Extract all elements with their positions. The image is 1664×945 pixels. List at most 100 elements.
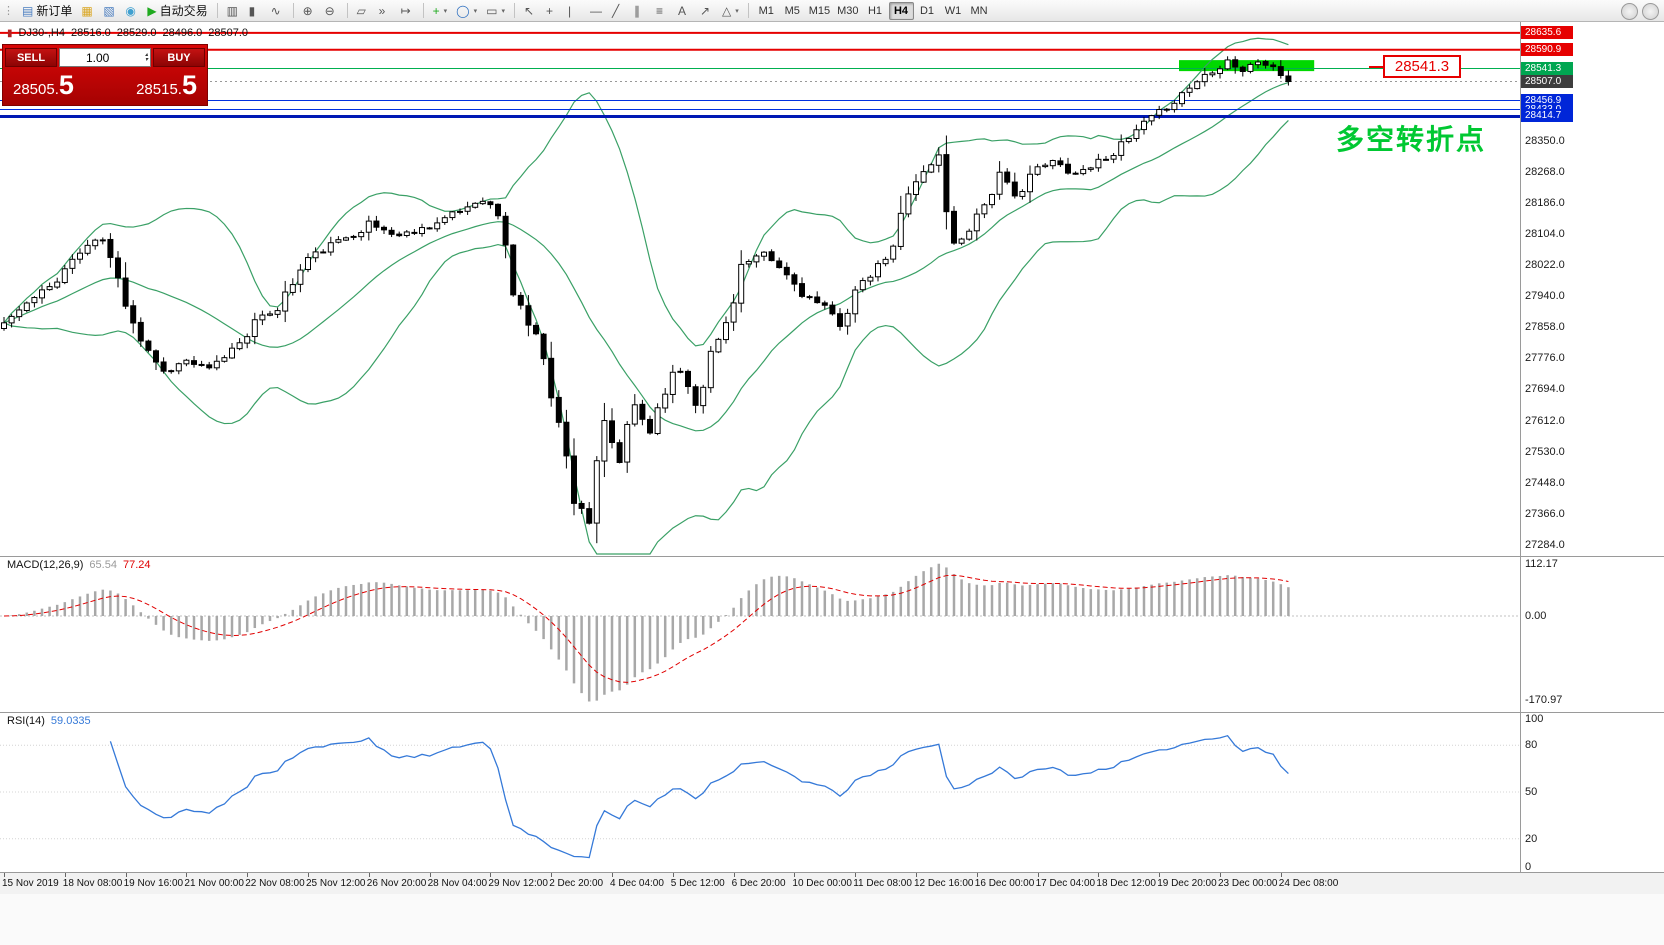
price-tick-label: 28022.0 [1525, 259, 1565, 272]
time-label: 11 Dec 08:00 [853, 878, 912, 889]
time-label: 18 Dec 12:00 [1096, 878, 1156, 889]
time-tick [976, 873, 978, 877]
shapes-button[interactable]: △ ▾ [718, 1, 743, 20]
price-tick-label: 28104.0 [1525, 228, 1565, 241]
price-tag: 28414.7 [1521, 109, 1573, 123]
bar-chart-button[interactable]: ▥ [223, 1, 244, 20]
timeframe-w1[interactable]: W1 [941, 2, 966, 20]
autotrade-button[interactable]: ▶ 自动交易 [143, 1, 211, 20]
macd-indicator-chart[interactable] [0, 556, 1520, 712]
chart-symbol-icon: ▮ [7, 27, 13, 39]
profiles-button[interactable]: ▧ [99, 1, 120, 20]
price-tick-label: 27940.0 [1525, 290, 1565, 303]
alerts-button[interactable]: ▭ ▾ [482, 1, 509, 20]
volume-up-icon[interactable]: ▴ [144, 51, 148, 58]
zoom-in-icon: ⊕ [302, 3, 313, 18]
macd-label: MACD(12,26,9) 65.54 77.24 [7, 559, 150, 571]
price-tick-label: 27858.0 [1525, 321, 1565, 334]
line-chart-button[interactable]: ∿ [267, 1, 288, 20]
autotrade-icon: ▶ [147, 3, 157, 18]
dropdown-arrow-icon: ▾ [473, 7, 478, 15]
rsi-axis-label: 80 [1525, 739, 1538, 751]
sell-button[interactable]: SELL [5, 48, 57, 67]
rsi-pane-separator[interactable] [0, 712, 1664, 713]
arrow-button[interactable]: ↗ [696, 1, 717, 20]
toolbar-separator [346, 3, 348, 18]
main-price-chart[interactable] [0, 22, 1520, 556]
buy-button[interactable]: BUY [153, 48, 205, 67]
horizontal-line-button[interactable]: — [586, 1, 607, 20]
time-label: 4 Dec 04:00 [610, 878, 664, 889]
timeframe-m30[interactable]: M30 [834, 2, 861, 20]
trendline-button[interactable]: ╱ [608, 1, 629, 20]
time-tick [1037, 873, 1039, 877]
vertical-line-button[interactable]: | [564, 1, 585, 20]
one-click-trade-panel: SELL 1.00 ▴ ▾ BUY 28505.5 28515.5 [2, 44, 208, 106]
highlight-bar[interactable] [1179, 60, 1315, 72]
timeframe-m1[interactable]: M1 [754, 2, 779, 20]
rsi-indicator-chart[interactable] [0, 712, 1520, 872]
price-tick-label: 27530.0 [1525, 445, 1565, 458]
add-indicator-button[interactable]: + ▾ [429, 1, 452, 20]
crosshair-button[interactable]: + [542, 1, 563, 20]
volume-down-icon[interactable]: ▾ [144, 56, 148, 63]
quick-button-2[interactable] [1642, 3, 1659, 20]
arrow-icon: ↗ [699, 3, 711, 18]
charts-button[interactable]: ▦ [77, 1, 98, 20]
cursor-button[interactable]: ↖ [520, 1, 541, 20]
price-axis[interactable]: 28350.0 28268.0 28186.0 28104.0 28022.0 27940… [1521, 0, 1664, 893]
chinese-annotation[interactable]: 多空转折点 [1336, 124, 1487, 155]
time-tick [672, 873, 674, 877]
time-label: 25 Nov 12:00 [306, 878, 366, 889]
price-tick-label: 27448.0 [1525, 476, 1565, 489]
timeframe-h1[interactable]: H1 [863, 2, 888, 20]
timeframe-h4[interactable]: H4 [888, 1, 914, 20]
time-label: 5 Dec 12:00 [670, 878, 725, 889]
time-label: 17 Dec 04:00 [1035, 878, 1096, 889]
fibonacci-button[interactable]: ≡ [652, 1, 673, 20]
price-callout-box[interactable]: 28541.3 [1383, 55, 1461, 78]
new-order-button[interactable]: ▤ 新订单 [18, 1, 76, 20]
time-axis[interactable]: 15 Nov 2019 18 Nov 08:00 19 Nov 16:00 21 No… [0, 872, 1664, 894]
channel-icon: ∥ [633, 3, 640, 18]
channel-button[interactable]: ∥ [630, 1, 651, 20]
time-label: 2 Dec 20:00 [549, 878, 604, 889]
text-button[interactable]: A [674, 1, 695, 20]
time-label: 26 Nov 20:00 [366, 878, 427, 889]
timeframe-m15[interactable]: M15 [806, 2, 833, 20]
timeframe-d1[interactable]: D1 [915, 2, 940, 20]
auto-scroll-icon: » [378, 3, 386, 18]
candles-layer [1, 56, 1292, 544]
autotrade-button-label: 自动交易 [159, 4, 208, 18]
chart-shift-button[interactable]: ↦ [397, 1, 418, 20]
zoom-in-button[interactable]: ⊕ [299, 1, 320, 20]
macd-pane-separator[interactable] [0, 556, 1664, 557]
time-tick [733, 873, 735, 877]
volume-stepper[interactable]: 1.00 ▴ ▾ [59, 48, 151, 67]
timeframe-m5[interactable]: M5 [780, 2, 805, 20]
time-label: 23 Dec 00:00 [1218, 878, 1278, 889]
line-chart-icon: ∿ [270, 3, 281, 18]
fibonacci-icon: ≡ [655, 3, 663, 18]
price-tick-label: 28268.0 [1525, 166, 1565, 179]
market-watch-button[interactable]: ◉ [121, 1, 142, 20]
quick-button-1[interactable] [1621, 3, 1638, 20]
tile-windows-button[interactable]: ▱ [353, 1, 374, 20]
time-tick [551, 873, 553, 877]
time-tick [1098, 873, 1100, 877]
toolbar-grip-icon[interactable]: ⋮ [3, 5, 14, 17]
macd-axis-label: 112.17 [1525, 558, 1558, 570]
price-tag: 28635.6 [1521, 25, 1573, 39]
candlestick-button[interactable]: ▮ [245, 1, 266, 20]
price-tag: 28590.9 [1521, 42, 1573, 56]
price-callout-leader [1369, 66, 1383, 68]
auto-scroll-button[interactable]: » [375, 1, 396, 20]
cycles-button[interactable]: ◯ ▾ [452, 1, 481, 20]
volume-spin-buttons[interactable]: ▴ ▾ [144, 51, 148, 63]
chart-shift-icon: ↦ [400, 3, 411, 18]
timeframe-mn[interactable]: MN [967, 2, 992, 20]
time-label: 6 Dec 20:00 [731, 878, 786, 889]
zoom-out-button[interactable]: ⊖ [321, 1, 342, 20]
time-label: 10 Dec 00:00 [792, 878, 852, 889]
rsi-axis-label: 50 [1525, 786, 1538, 798]
